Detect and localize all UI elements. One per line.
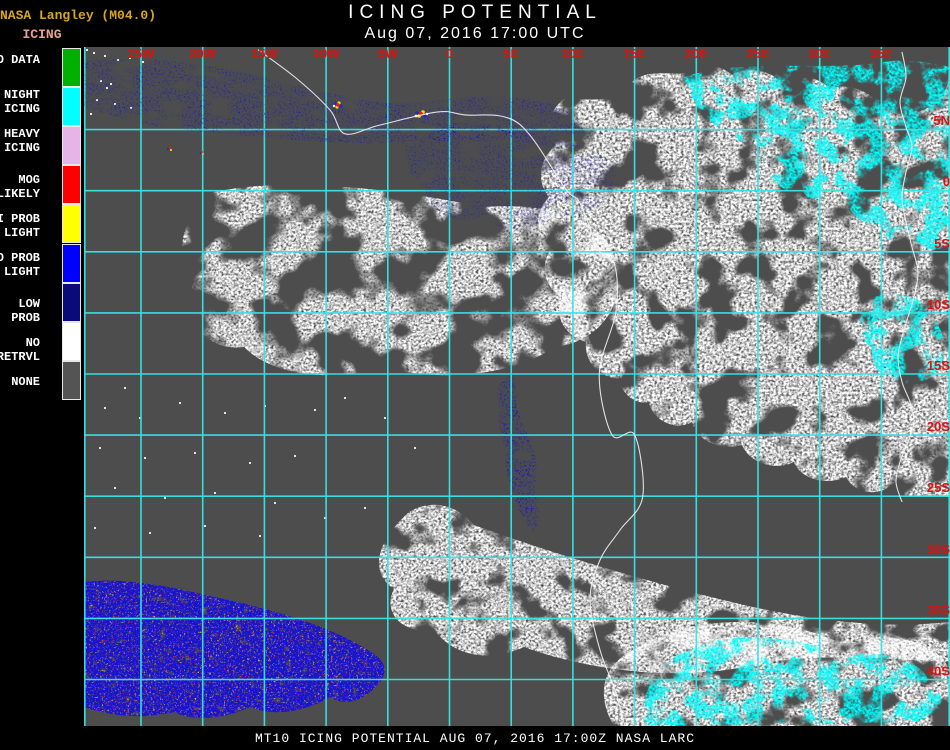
svg-text:10S: 10S	[927, 297, 950, 312]
svg-text:25S: 25S	[927, 480, 950, 495]
svg-text:15W: 15W	[251, 47, 278, 61]
svg-text:0: 0	[943, 174, 950, 189]
svg-text:20E: 20E	[685, 47, 708, 61]
svg-text:25E: 25E	[746, 47, 769, 61]
svg-text:5W: 5W	[378, 47, 398, 61]
svg-text:40S: 40S	[927, 664, 950, 679]
svg-text:0: 0	[446, 47, 453, 61]
svg-text:20W: 20W	[189, 47, 216, 61]
svg-text:5S: 5S	[934, 236, 950, 251]
svg-text:35E: 35E	[870, 47, 893, 61]
svg-text:5E: 5E	[503, 47, 519, 61]
svg-text:10W: 10W	[313, 47, 340, 61]
svg-text:15S: 15S	[927, 358, 950, 373]
svg-text:30E: 30E	[808, 47, 831, 61]
svg-text:25W: 25W	[128, 47, 155, 61]
svg-text:30S: 30S	[927, 541, 950, 556]
svg-text:10E: 10E	[561, 47, 584, 61]
svg-text:5N: 5N	[933, 113, 950, 128]
svg-text:15E: 15E	[623, 47, 646, 61]
svg-text:20S: 20S	[927, 419, 950, 434]
svg-text:35S: 35S	[927, 602, 950, 617]
